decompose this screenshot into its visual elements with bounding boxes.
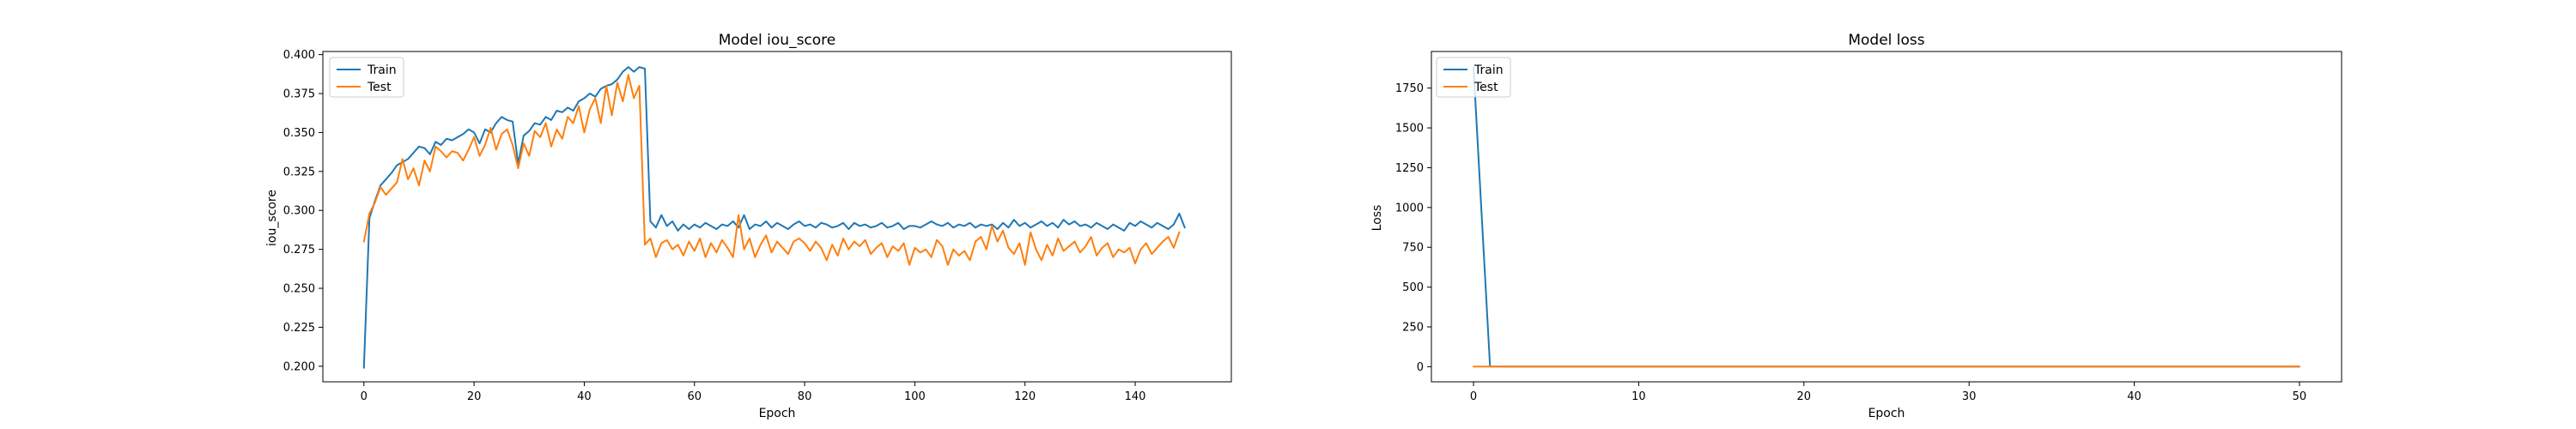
loss-y-tick-label: 500 bbox=[1402, 281, 1424, 294]
loss-x-tick-label: 40 bbox=[2127, 390, 2142, 403]
loss-x-tick-label: 30 bbox=[1962, 390, 1977, 403]
iou-y-axis-label: iou_score bbox=[265, 190, 279, 246]
iou-y-tick-label: 0.400 bbox=[283, 49, 315, 62]
iou-train-series-line bbox=[362, 66, 1186, 369]
loss-y-tick-label: 1250 bbox=[1395, 162, 1424, 175]
loss-x-tick-label: 0 bbox=[1470, 390, 1477, 403]
iou-y-tick-label: 0.325 bbox=[283, 166, 315, 178]
iou-y-tick-label: 0.300 bbox=[283, 205, 315, 218]
loss-x-tick-label: 50 bbox=[2293, 390, 2307, 403]
iou-score-plot: Model iou_score Epoch iou_score 0 20 40 60 8… bbox=[265, 32, 1232, 420]
loss-y-tick-label: 1750 bbox=[1395, 82, 1424, 95]
iou-y-tick-label: 0.350 bbox=[283, 127, 315, 140]
iou-series-lines bbox=[362, 66, 1186, 369]
iou-plot-frame bbox=[322, 51, 1232, 383]
loss-plot-frame bbox=[1431, 51, 2342, 383]
iou-x-tick-label: 0 bbox=[361, 390, 368, 403]
loss-legend-test-label: Test bbox=[1473, 81, 1498, 94]
iou-legend: Train Test bbox=[329, 57, 404, 98]
loss-x-tick-label: 10 bbox=[1631, 390, 1646, 403]
loss-legend: Train Test bbox=[1436, 57, 1511, 98]
loss-y-axis-label: Loss bbox=[1370, 205, 1384, 232]
iou-y-tick-label: 0.200 bbox=[283, 360, 315, 373]
iou-y-tick-label: 0.275 bbox=[283, 244, 315, 257]
loss-y-tick-label: 250 bbox=[1402, 321, 1424, 334]
iou-legend-train-label: Train bbox=[367, 63, 397, 77]
loss-y-tick-label: 1500 bbox=[1395, 123, 1424, 136]
loss-x-axis-label: Epoch bbox=[1868, 407, 1905, 420]
loss-y-tick-label: 750 bbox=[1402, 242, 1424, 255]
iou-x-tick-label: 140 bbox=[1125, 390, 1146, 403]
iou-ticks: 0 20 40 60 80 100 120 140 0.200 0.225 0.250 0.275 0.… bbox=[283, 49, 1146, 403]
loss-plot: Model loss Epoch Loss 0 10 20 30 40 500250500… bbox=[1370, 32, 2342, 420]
iou-y-tick-label: 0.225 bbox=[283, 322, 315, 335]
iou-x-tick-label: 20 bbox=[467, 390, 482, 403]
loss-chart-title: Model loss bbox=[1848, 32, 1924, 49]
iou-y-tick-label: 0.250 bbox=[283, 283, 315, 296]
iou-y-tick-label: 0.375 bbox=[283, 88, 315, 101]
iou-x-axis-label: Epoch bbox=[759, 407, 796, 420]
iou-chart-title: Model iou_score bbox=[719, 32, 836, 49]
loss-y-tick-label: 1000 bbox=[1395, 202, 1424, 214]
iou-x-tick-label: 100 bbox=[904, 390, 926, 403]
iou-test-series-line bbox=[362, 74, 1181, 266]
loss-y-tick-label: 0 bbox=[1417, 361, 1424, 374]
iou-x-tick-label: 60 bbox=[687, 390, 702, 403]
iou-x-tick-label: 80 bbox=[798, 390, 812, 403]
loss-legend-train-label: Train bbox=[1473, 63, 1504, 77]
iou-x-tick-label: 120 bbox=[1014, 390, 1036, 403]
iou-x-tick-label: 40 bbox=[577, 390, 592, 403]
loss-series-lines bbox=[1473, 66, 2300, 368]
iou-legend-test-label: Test bbox=[367, 81, 392, 94]
loss-x-tick-label: 20 bbox=[1797, 390, 1812, 403]
